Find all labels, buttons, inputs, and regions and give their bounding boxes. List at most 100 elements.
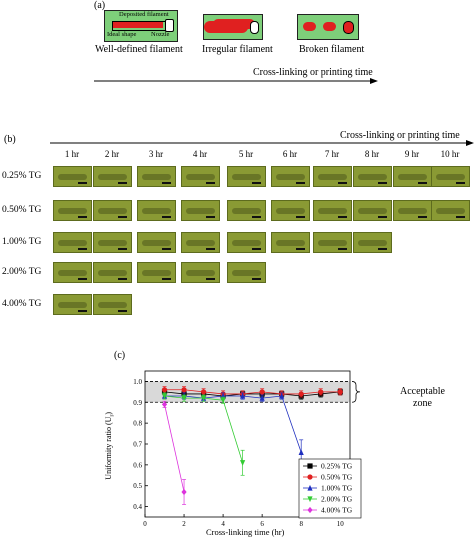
y-tick-label: 0.8: [133, 420, 142, 428]
hour-label: 10 hr: [440, 149, 460, 159]
x-tick-label: 10: [337, 520, 345, 528]
x-tick-label: 4: [221, 520, 225, 528]
caption-well-defined: Well-defined filament: [95, 44, 183, 55]
scale-bar: [338, 216, 347, 218]
scale-bar: [118, 310, 127, 312]
scale-bar: [456, 216, 465, 218]
broken-segment: [303, 22, 316, 31]
schematic-well-defined: Deposited filament Ideal shape Nozzle: [104, 10, 178, 42]
schematic-broken: [297, 14, 359, 40]
label-ideal: Ideal shape: [107, 31, 137, 38]
row-label: 4.00% TG: [2, 299, 42, 309]
series-line: [164, 395, 244, 463]
micrograph-thumbnail: [227, 262, 266, 283]
series-line: [164, 389, 341, 395]
scale-bar: [296, 182, 305, 184]
micrograph-thumbnail: [137, 200, 176, 221]
data-point: [200, 389, 207, 395]
micrograph-thumbnail: [431, 166, 470, 187]
scale-bar: [118, 248, 127, 250]
hour-label: 5 hr: [238, 149, 254, 159]
y-axis-title: Uniformity ratio (Ur): [104, 412, 116, 480]
legend-label: 0.50% TG: [321, 473, 353, 482]
x-tick-label: 0: [143, 520, 147, 528]
scale-bar: [252, 278, 261, 280]
scale-bar: [162, 182, 171, 184]
micrograph-thumbnail: [431, 200, 470, 221]
scale-bar: [378, 182, 387, 184]
micrograph-thumbnail: [271, 166, 310, 187]
nozzle-icon: [343, 21, 354, 34]
scale-bar: [378, 248, 387, 250]
micrograph-thumbnail: [313, 200, 352, 221]
legend-label: 4.00% TG: [321, 506, 353, 515]
data-point: [337, 389, 343, 395]
scale-bar: [118, 278, 127, 280]
panel-b-label: (b): [4, 134, 16, 145]
hour-label: 9 hr: [404, 149, 420, 159]
row-label: 0.25% TG: [2, 171, 42, 181]
legend-label: 0.25% TG: [321, 462, 353, 471]
micrograph-thumbnail: [353, 200, 392, 221]
y-axis-title-suffix: ): [104, 411, 114, 415]
panel-b-axis-text: Cross-linking or printing time: [340, 130, 460, 141]
scale-bar: [378, 216, 387, 218]
y-tick-label: 1.0: [133, 378, 142, 386]
micrograph-thumbnail: [93, 200, 132, 221]
y-tick-label: 0.4: [133, 503, 142, 511]
scale-bar: [206, 182, 215, 184]
hour-label: 3 hr: [148, 149, 164, 159]
micrograph-thumbnail: [93, 166, 132, 187]
y-axis-title-main: Uniformity ratio (U: [104, 416, 114, 480]
nozzle-icon: [250, 21, 259, 34]
scale-bar: [296, 216, 305, 218]
y-axis-title-sub: r: [109, 414, 116, 417]
micrograph-thumbnail: [93, 262, 132, 283]
micrograph-thumbnail: [137, 166, 176, 187]
panel-a-time-arrow: [94, 78, 378, 84]
label-nozzle: Nozzle: [151, 31, 170, 38]
y-tick-label: 0.5: [133, 482, 142, 490]
micrograph-thumbnail: [313, 166, 352, 187]
scale-bar: [118, 216, 127, 218]
legend-label: 2.00% TG: [321, 495, 353, 504]
y-tick-label: 0.9: [133, 399, 142, 407]
x-tick-label: 2: [182, 520, 186, 528]
y-tick-label: 0.7: [133, 441, 142, 449]
hour-label: 2 hr: [104, 149, 120, 159]
scale-bar: [418, 216, 427, 218]
hour-label: 1 hr: [64, 149, 80, 159]
data-point: [279, 392, 285, 399]
data-point: [298, 449, 304, 455]
series-line: [164, 395, 302, 453]
data-point: [181, 387, 187, 393]
micrograph-thumbnail: [227, 166, 266, 187]
micrograph-thumbnail: [227, 232, 266, 253]
micrograph-thumbnail: [53, 200, 92, 221]
caption-irregular: Irregular filament: [202, 44, 273, 55]
legend-marker: [307, 484, 313, 491]
data-point: [161, 401, 168, 408]
row-label: 0.50% TG: [2, 205, 42, 215]
acceptable-label-line1: Acceptable: [400, 386, 445, 397]
scale-bar: [206, 278, 215, 280]
micrograph-thumbnail: [181, 200, 220, 221]
irregular-filament: [207, 21, 249, 31]
scale-bar: [78, 278, 87, 280]
scale-bar: [206, 216, 215, 218]
scale-bar: [162, 278, 171, 280]
hour-label: 7 hr: [324, 149, 340, 159]
scale-bar: [252, 248, 261, 250]
hour-label: 6 hr: [282, 149, 298, 159]
legend-marker: [307, 496, 313, 503]
micrograph-thumbnail: [181, 262, 220, 283]
scale-bar: [162, 248, 171, 250]
hour-label: 4 hr: [192, 149, 208, 159]
panel-a-label: (a): [94, 0, 106, 11]
micrograph-thumbnail: [271, 200, 310, 221]
scale-bar: [296, 248, 305, 250]
data-point: [318, 389, 324, 395]
y-tick-label: 0.6: [133, 461, 142, 469]
data-point: [220, 397, 226, 404]
